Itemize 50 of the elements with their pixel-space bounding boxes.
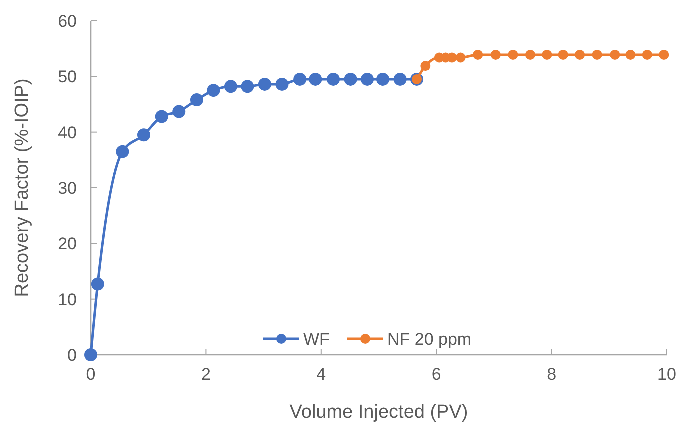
point (137, 128, 150, 142)
point (575, 50, 586, 60)
x-tick-label: 6 (432, 365, 442, 384)
point (190, 94, 204, 107)
x-tick-label: 8 (547, 365, 557, 384)
y-tick-label: 40 (58, 123, 77, 142)
point (508, 50, 518, 60)
point (456, 52, 466, 63)
point (155, 110, 168, 124)
point (642, 50, 652, 60)
point (326, 72, 340, 86)
point (294, 72, 307, 86)
point (542, 50, 552, 60)
point (420, 61, 431, 72)
point (376, 72, 390, 86)
point (360, 72, 374, 86)
point (172, 105, 186, 118)
point (241, 80, 254, 94)
x-tick-label: 4 (316, 365, 326, 384)
point (659, 50, 670, 60)
x-tick-label: 10 (658, 365, 676, 384)
point (490, 50, 501, 60)
point (224, 80, 238, 94)
point (276, 78, 289, 91)
point (610, 50, 620, 60)
x-tick-label: 0 (86, 365, 96, 384)
y-tick-label: 0 (68, 346, 77, 365)
y-tick-label: 10 (58, 290, 77, 310)
legend-label: NF 20 ppm (388, 330, 472, 349)
point (473, 50, 484, 60)
y-axis-title: Recovery Factor (%-IOIP) (12, 78, 33, 298)
point (91, 278, 104, 291)
x-axis-title: Volume Injected (PV) (290, 402, 468, 423)
point (558, 50, 568, 60)
point (592, 50, 602, 60)
point (309, 72, 322, 86)
point (258, 78, 272, 91)
y-tick-label: 50 (58, 68, 77, 87)
point (84, 348, 98, 362)
point (116, 145, 130, 158)
point (626, 50, 636, 60)
y-tick-label: 20 (58, 234, 77, 254)
point (207, 84, 220, 98)
point (344, 72, 358, 86)
point (525, 50, 536, 60)
point (394, 72, 407, 86)
y-tick-label: 30 (58, 178, 77, 198)
x-tick-label: 2 (201, 365, 211, 384)
legend-label: WF (304, 330, 330, 349)
y-tick-label: 60 (58, 12, 77, 31)
